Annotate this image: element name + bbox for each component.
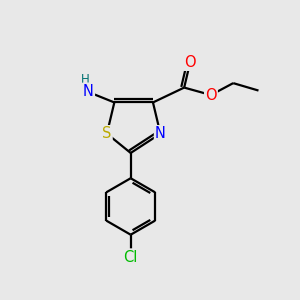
Text: O: O (205, 88, 217, 103)
Text: N: N (83, 84, 94, 99)
Text: H: H (81, 73, 90, 86)
Text: N: N (155, 126, 166, 141)
Text: S: S (102, 126, 112, 141)
Text: O: O (184, 55, 196, 70)
Text: Cl: Cl (124, 250, 138, 265)
